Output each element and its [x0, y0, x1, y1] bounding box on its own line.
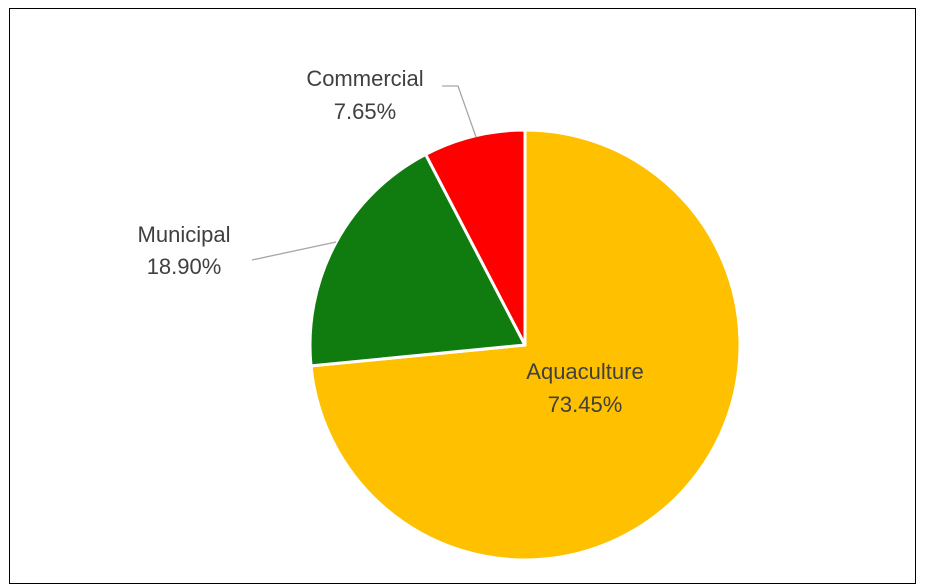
- leader-line-municipal: [251, 241, 337, 261]
- pie-chart: Aquaculture 73.45% Municipal 18.90% Commerci…: [138, 66, 742, 562]
- chart-frame: Aquaculture 73.45% Municipal 18.90% Commerci…: [9, 8, 916, 584]
- slice-value-municipal: 18.90%: [147, 254, 222, 279]
- slice-value-commercial: 7.65%: [334, 99, 396, 124]
- pie-slice-commercial: [424, 128, 527, 347]
- slice-label-aquaculture: Aquaculture: [526, 359, 643, 384]
- slice-label-municipal: Municipal: [138, 222, 231, 247]
- slice-value-aquaculture: 73.45%: [548, 392, 623, 417]
- leader-line-commercial: [442, 85, 477, 138]
- slice-label-commercial: Commercial: [306, 66, 423, 91]
